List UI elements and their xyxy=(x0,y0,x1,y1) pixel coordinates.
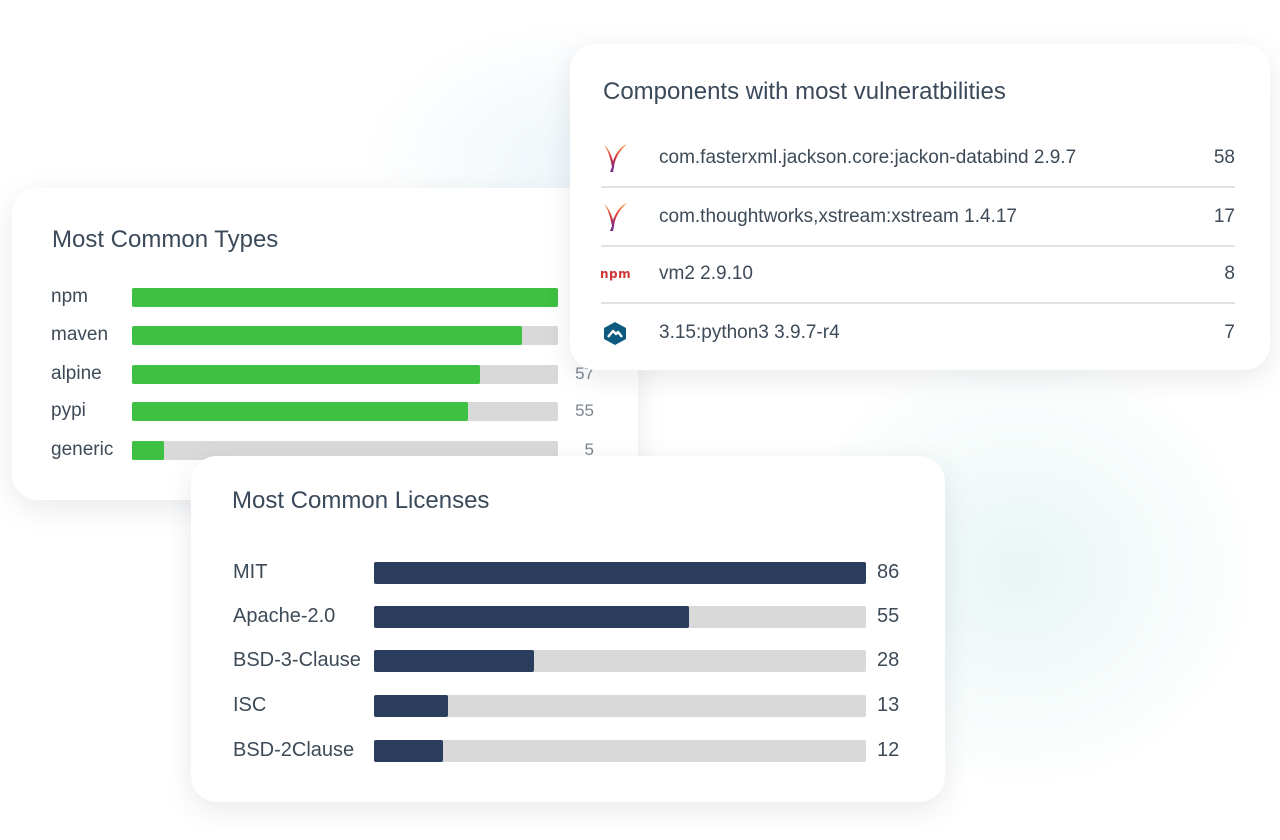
license-row-bsd2: BSD-2Clause 12 xyxy=(191,737,945,763)
type-label: maven xyxy=(51,324,109,345)
license-bar-track xyxy=(374,650,866,672)
license-bar-fill xyxy=(374,740,443,762)
vulnerable-component-row[interactable]: com.thoughtworks,xstream:xstream 1.4.17 … xyxy=(601,188,1235,247)
vulnerability-count: 7 xyxy=(1224,322,1235,343)
most-common-types-card: Most Common Types npm maven alpine 57 py… xyxy=(12,188,638,500)
type-bar-track xyxy=(132,326,558,345)
type-value: 5 xyxy=(584,440,594,459)
type-label: pypi xyxy=(51,400,86,421)
vulnerability-count: 58 xyxy=(1213,147,1235,168)
license-value: 12 xyxy=(877,739,900,761)
type-label: alpine xyxy=(51,363,102,384)
license-value: 55 xyxy=(877,605,900,627)
license-bar-track xyxy=(374,606,866,628)
component-name: vm2 2.9.10 xyxy=(659,263,753,284)
vulnerabilities-card-title: Components with most vulneratbilities xyxy=(603,78,1006,105)
type-row-maven: maven xyxy=(12,324,638,346)
license-bar-track xyxy=(374,695,866,717)
vulnerability-count: 17 xyxy=(1213,206,1235,227)
vulnerable-components-card: Components with most vulneratbilities co… xyxy=(570,44,1270,370)
licenses-card-title: Most Common Licenses xyxy=(232,487,490,514)
type-row-generic: generic 5 xyxy=(12,439,638,461)
type-label: generic xyxy=(51,439,114,460)
license-label: BSD-3-Clause xyxy=(233,649,361,671)
alpine-logo-icon xyxy=(604,322,626,345)
type-bar-track xyxy=(132,441,558,460)
license-bar-fill xyxy=(374,695,449,717)
component-name: com.fasterxml.jackson.core:jackon-databi… xyxy=(659,147,1077,168)
type-label: npm xyxy=(51,286,88,307)
type-row-npm: npm xyxy=(12,286,638,308)
license-row-bsd3: BSD-3-Clause 28 xyxy=(191,647,945,673)
vulnerable-component-row[interactable]: npm vm2 2.9.10 8 xyxy=(600,245,1235,304)
license-label: ISC xyxy=(233,694,267,716)
apache-feather-icon xyxy=(604,203,627,231)
license-bar-fill xyxy=(374,650,535,672)
type-row-pypi: pypi 55 xyxy=(12,400,638,422)
type-bar-fill xyxy=(132,365,480,384)
types-card-title: Most Common Types xyxy=(52,226,279,253)
license-bar-fill xyxy=(374,606,689,628)
type-bar-track xyxy=(132,402,558,421)
license-bar-fill xyxy=(374,562,866,584)
license-value: 28 xyxy=(877,649,900,671)
vulnerable-component-row[interactable]: 3.15:python3 3.9.7-r4 7 xyxy=(601,304,1235,361)
license-row-isc: ISC 13 xyxy=(191,692,945,718)
type-bar-fill xyxy=(132,441,164,460)
license-value: 86 xyxy=(877,561,900,583)
type-bar-fill xyxy=(132,402,468,421)
license-label: BSD-2Clause xyxy=(233,739,355,761)
license-value: 13 xyxy=(877,694,900,716)
license-label: Apache-2.0 xyxy=(233,605,336,627)
license-bar-track xyxy=(374,740,866,762)
license-row-apache: Apache-2.0 55 xyxy=(191,603,945,629)
license-label: MIT xyxy=(233,561,268,583)
most-common-licenses-card: Most Common Licenses MIT 86 Apache-2.0 5… xyxy=(191,456,945,802)
type-bar-fill xyxy=(132,288,558,307)
type-bar-track xyxy=(132,288,558,307)
vulnerability-count: 8 xyxy=(1224,263,1235,284)
vulnerable-component-row[interactable]: com.fasterxml.jackson.core:jackon-databi… xyxy=(601,129,1235,188)
type-bar-track xyxy=(132,365,558,384)
npm-logo-icon: npm xyxy=(600,267,632,281)
type-bar-fill xyxy=(132,326,522,345)
component-name: com.thoughtworks,xstream:xstream 1.4.17 xyxy=(659,206,1017,227)
license-bar-track xyxy=(374,562,866,584)
type-value: 55 xyxy=(575,401,594,420)
apache-feather-icon xyxy=(604,144,627,172)
component-name: 3.15:python3 3.9.7-r4 xyxy=(659,322,840,343)
type-row-alpine: alpine 57 xyxy=(12,363,638,385)
license-row-mit: MIT 86 xyxy=(191,559,945,585)
